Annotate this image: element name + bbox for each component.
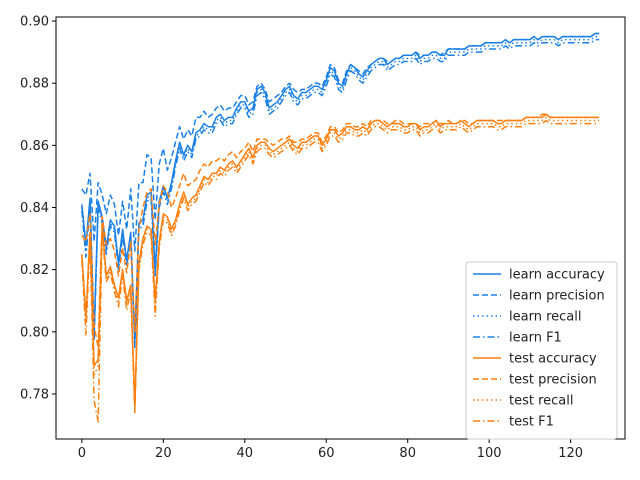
series-line-learn-F1	[81, 38, 600, 349]
y-tick-label: 0.82	[20, 263, 49, 278]
y-tick-label: 0.88	[20, 77, 49, 92]
legend-label: test F1	[509, 415, 554, 430]
x-axis: 0 20 40 60 80 100 120	[78, 439, 583, 461]
series-line-test-recall	[81, 116, 600, 411]
legend-label: learn recall	[509, 310, 581, 325]
x-tick-label: 80	[399, 446, 416, 461]
x-tick-label: 40	[237, 446, 254, 461]
x-tick-label: 60	[318, 446, 335, 461]
series-line-test-precision	[81, 113, 600, 349]
legend-label: test precision	[509, 373, 597, 388]
legend-label: learn precision	[509, 289, 605, 304]
legend-label: test accuracy	[509, 352, 597, 367]
x-tick-label: 100	[477, 446, 502, 461]
y-tick-label: 0.86	[20, 139, 49, 154]
legend-label: learn accuracy	[509, 268, 605, 283]
legend: learn accuracy learn precision learn recal…	[465, 261, 618, 440]
y-tick-label: 0.84	[20, 201, 49, 216]
legend-box	[465, 261, 618, 440]
series-layer	[81, 32, 600, 423]
x-tick-label: 120	[558, 446, 583, 461]
y-tick-label: 0.78	[20, 387, 49, 402]
y-tick-label: 0.80	[20, 325, 49, 340]
x-tick-label: 0	[78, 446, 86, 461]
series-line-learn-recall	[81, 35, 600, 345]
y-axis: 0.78 0.80 0.82 0.84 0.86 0.88 0.90	[20, 15, 56, 402]
series-line-test-accuracy	[81, 113, 600, 408]
plot-frame	[55, 16, 626, 440]
legend-label: learn F1	[509, 331, 562, 346]
y-tick-label: 0.90	[20, 15, 49, 30]
x-tick-label: 20	[155, 446, 172, 461]
series-line-learn-precision	[81, 32, 600, 252]
legend-label: test recall	[509, 394, 574, 409]
